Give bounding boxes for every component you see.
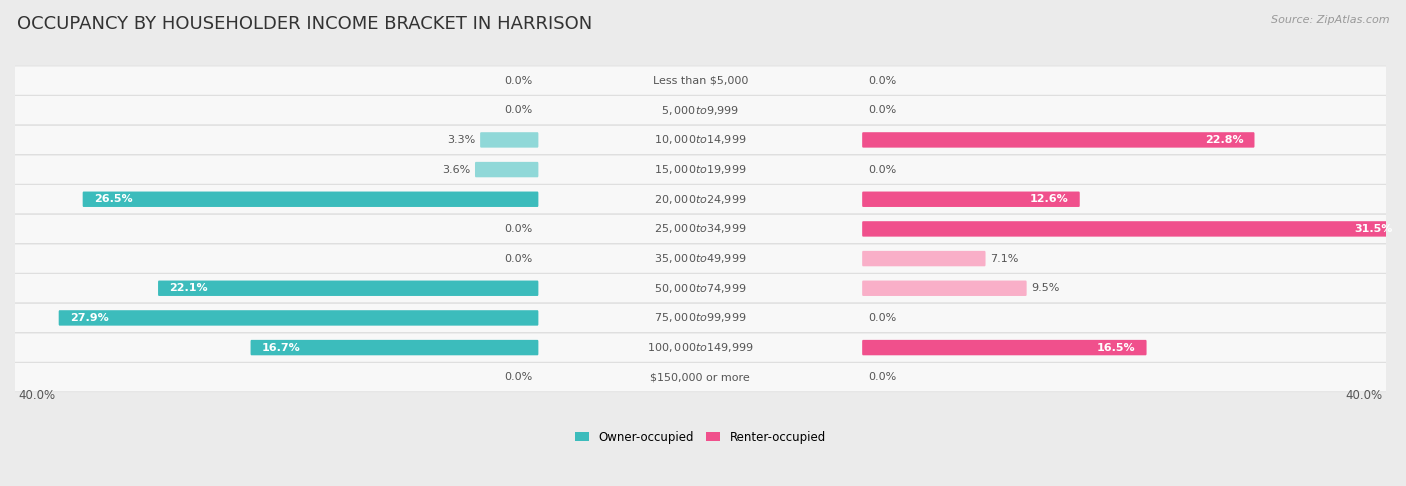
- Text: 0.0%: 0.0%: [505, 254, 533, 263]
- Text: Source: ZipAtlas.com: Source: ZipAtlas.com: [1271, 15, 1389, 25]
- Text: $150,000 or more: $150,000 or more: [651, 372, 751, 382]
- Text: 31.5%: 31.5%: [1354, 224, 1392, 234]
- FancyBboxPatch shape: [862, 280, 1026, 296]
- Text: 0.0%: 0.0%: [505, 76, 533, 86]
- FancyBboxPatch shape: [250, 340, 538, 355]
- Text: 26.5%: 26.5%: [94, 194, 132, 204]
- Text: 16.7%: 16.7%: [262, 343, 301, 352]
- Legend: Owner-occupied, Renter-occupied: Owner-occupied, Renter-occupied: [575, 431, 825, 444]
- Text: 16.5%: 16.5%: [1097, 343, 1136, 352]
- Text: $100,000 to $149,999: $100,000 to $149,999: [647, 341, 754, 354]
- Text: 0.0%: 0.0%: [868, 76, 897, 86]
- Text: $50,000 to $74,999: $50,000 to $74,999: [654, 282, 747, 295]
- Text: 22.1%: 22.1%: [169, 283, 208, 293]
- FancyBboxPatch shape: [862, 191, 1080, 207]
- FancyBboxPatch shape: [479, 132, 538, 148]
- FancyBboxPatch shape: [13, 96, 1388, 125]
- Text: Less than $5,000: Less than $5,000: [652, 76, 748, 86]
- Text: 9.5%: 9.5%: [1031, 283, 1059, 293]
- FancyBboxPatch shape: [475, 162, 538, 177]
- FancyBboxPatch shape: [13, 214, 1388, 243]
- FancyBboxPatch shape: [862, 221, 1403, 237]
- Text: 7.1%: 7.1%: [990, 254, 1018, 263]
- Text: 40.0%: 40.0%: [1346, 389, 1382, 401]
- FancyBboxPatch shape: [862, 340, 1146, 355]
- FancyBboxPatch shape: [13, 66, 1388, 95]
- FancyBboxPatch shape: [862, 251, 986, 266]
- Text: 22.8%: 22.8%: [1205, 135, 1243, 145]
- Text: 40.0%: 40.0%: [18, 389, 56, 401]
- FancyBboxPatch shape: [157, 280, 538, 296]
- Text: 0.0%: 0.0%: [868, 313, 897, 323]
- Text: 0.0%: 0.0%: [868, 372, 897, 382]
- Text: $20,000 to $24,999: $20,000 to $24,999: [654, 193, 747, 206]
- Text: 0.0%: 0.0%: [505, 224, 533, 234]
- Text: 12.6%: 12.6%: [1029, 194, 1069, 204]
- FancyBboxPatch shape: [13, 333, 1388, 362]
- Text: $15,000 to $19,999: $15,000 to $19,999: [654, 163, 747, 176]
- Text: 0.0%: 0.0%: [505, 105, 533, 115]
- Text: 0.0%: 0.0%: [868, 105, 897, 115]
- Text: $5,000 to $9,999: $5,000 to $9,999: [661, 104, 740, 117]
- FancyBboxPatch shape: [13, 274, 1388, 303]
- FancyBboxPatch shape: [59, 310, 538, 326]
- Text: 0.0%: 0.0%: [505, 372, 533, 382]
- Text: 0.0%: 0.0%: [868, 165, 897, 174]
- Text: 3.6%: 3.6%: [443, 165, 471, 174]
- FancyBboxPatch shape: [13, 244, 1388, 273]
- Text: $25,000 to $34,999: $25,000 to $34,999: [654, 223, 747, 235]
- FancyBboxPatch shape: [13, 303, 1388, 332]
- Text: 3.3%: 3.3%: [447, 135, 475, 145]
- Text: $10,000 to $14,999: $10,000 to $14,999: [654, 134, 747, 146]
- Text: $75,000 to $99,999: $75,000 to $99,999: [654, 312, 747, 325]
- Text: $35,000 to $49,999: $35,000 to $49,999: [654, 252, 747, 265]
- FancyBboxPatch shape: [13, 185, 1388, 214]
- Text: OCCUPANCY BY HOUSEHOLDER INCOME BRACKET IN HARRISON: OCCUPANCY BY HOUSEHOLDER INCOME BRACKET …: [17, 15, 592, 33]
- FancyBboxPatch shape: [13, 155, 1388, 184]
- FancyBboxPatch shape: [862, 132, 1254, 148]
- FancyBboxPatch shape: [13, 125, 1388, 155]
- Text: 27.9%: 27.9%: [70, 313, 108, 323]
- FancyBboxPatch shape: [83, 191, 538, 207]
- FancyBboxPatch shape: [13, 363, 1388, 392]
